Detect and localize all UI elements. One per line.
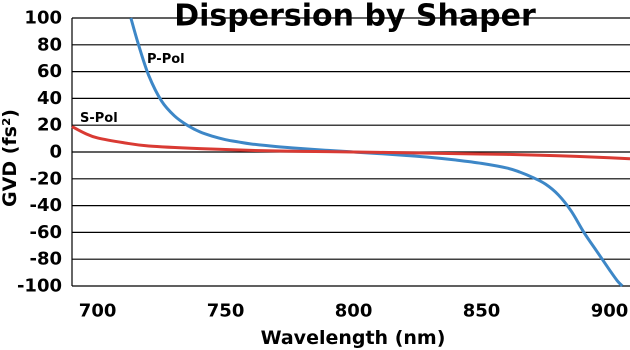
x-tick-label: 850 <box>463 301 501 322</box>
x-tick-label: 900 <box>591 301 629 322</box>
y-tick-label: 20 <box>37 115 62 136</box>
y-tick-label: -40 <box>29 195 62 216</box>
y-tick-label: -60 <box>29 222 62 243</box>
x-tick-label: 750 <box>207 301 245 322</box>
y-tick-label: 60 <box>37 61 62 82</box>
y-axis-label: GVD (fs²) <box>0 109 21 207</box>
y-tick-label: 100 <box>24 8 62 29</box>
series-line-s-pol <box>71 125 630 161</box>
y-tick-label: 80 <box>37 34 62 55</box>
x-tick-label: 800 <box>335 301 373 322</box>
y-tick-label: -100 <box>17 276 62 297</box>
y-tick-label: 40 <box>37 88 62 109</box>
x-tick-label: 700 <box>79 301 117 322</box>
series-lines <box>71 17 630 288</box>
y-tick-label: -80 <box>29 249 62 270</box>
y-tick-label: -20 <box>29 168 62 189</box>
x-axis-label: Wavelength (nm) <box>261 327 446 349</box>
y-tick-label: 0 <box>49 142 62 163</box>
series-label-s-pol: S-Pol <box>80 111 118 126</box>
tick-labels: 100 80 60 40 20 0 -20 -40 -60 -80 -100 700 750 800 850… <box>17 8 628 322</box>
series-label-p-pol: P-Pol <box>147 52 185 67</box>
chart-title: Dispersion by Shaper <box>174 0 536 34</box>
